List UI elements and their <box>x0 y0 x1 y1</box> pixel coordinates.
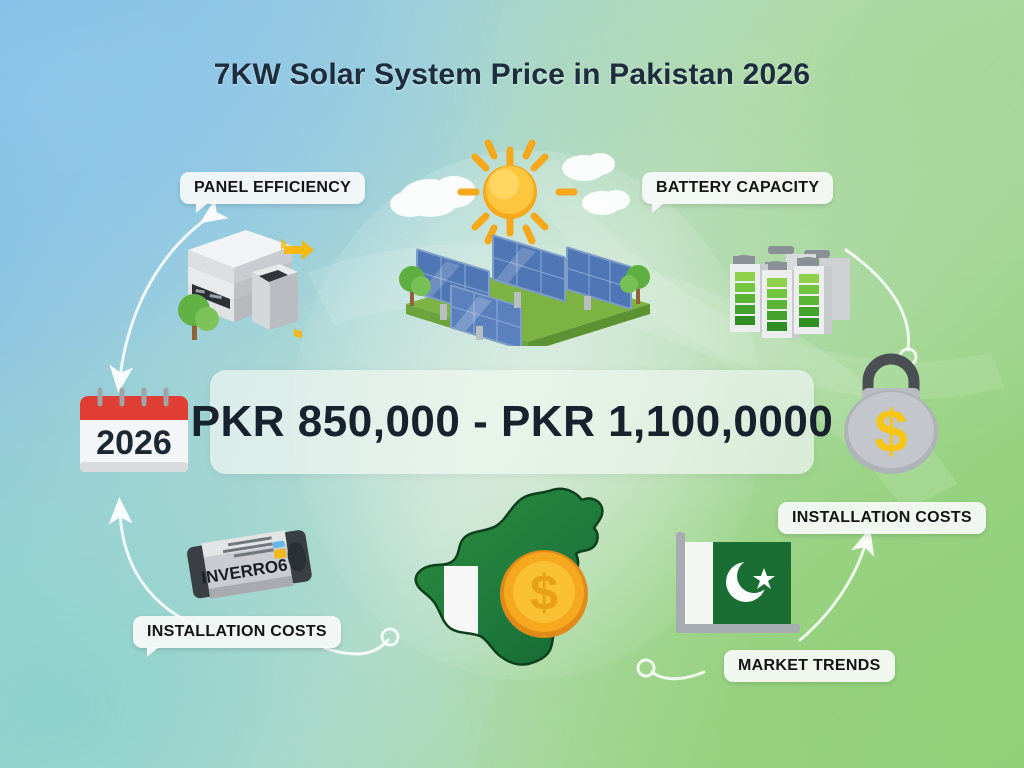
tree-icon <box>399 265 650 306</box>
price-banner: PKR 850,000 - PKR 1,100,0000 <box>191 370 833 474</box>
label-installation-costs-left[interactable]: INSTALLATION COSTS <box>133 616 341 657</box>
pakistan-flag-icon <box>658 524 818 652</box>
pakistan-map-icon: $ <box>404 482 624 678</box>
inverter-icon: INVERRO6 <box>176 518 326 618</box>
solar-panel-array-icon <box>388 136 668 352</box>
calendar-year-text: 2026 <box>96 424 172 462</box>
label-market-trends[interactable]: MARKET TRENDS <box>724 650 895 682</box>
dollar-weight-icon: $ <box>832 348 950 476</box>
label-battery-capacity[interactable]: BATTERY CAPACITY <box>642 172 834 213</box>
svg-text:$: $ <box>874 398 907 465</box>
battery-bank-icon <box>722 222 862 347</box>
label-panel-efficiency[interactable]: PANEL EFFICIENCY <box>180 172 366 213</box>
price-value: PKR 850,000 - PKR 1,100,0000 <box>190 397 834 446</box>
solar-inverter-cabinet-icon <box>168 218 318 343</box>
calendar-icon: 2026 <box>74 386 196 478</box>
dollar-coin-icon: $ <box>500 550 588 638</box>
page-title: 7KW Solar System Price in Pakistan 2026 <box>213 58 811 91</box>
label-installation-costs-right[interactable]: INSTALLATION COSTS <box>778 502 986 534</box>
svg-text:$: $ <box>530 565 558 621</box>
tree-icon <box>178 294 219 340</box>
